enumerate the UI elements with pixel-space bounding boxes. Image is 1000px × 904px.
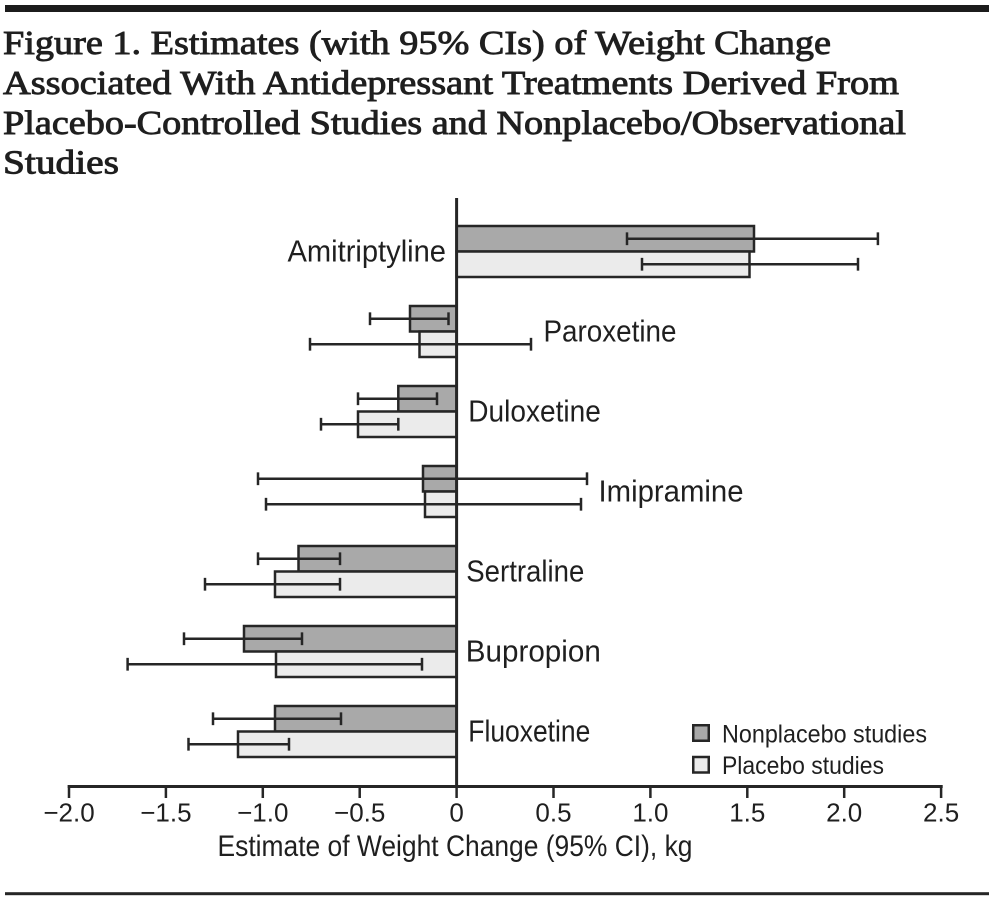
svg-text:−1.0: −1.0: [237, 798, 288, 828]
svg-text:1.0: 1.0: [632, 798, 668, 828]
svg-text:Duloxetine: Duloxetine: [468, 394, 601, 429]
svg-text:−1.5: −1.5: [140, 798, 191, 828]
svg-text:Fluoxetine: Fluoxetine: [468, 714, 590, 749]
svg-text:Estimate of Weight Change (95%: Estimate of Weight Change (95% CI), kg: [218, 830, 693, 863]
svg-text:2.0: 2.0: [826, 798, 862, 828]
svg-text:Placebo studies: Placebo studies: [722, 752, 884, 780]
svg-text:Imipramine: Imipramine: [599, 474, 744, 509]
svg-text:Figure 1. Estimates (with 95%: Figure 1. Estimates (with 95% CIs) of We…: [3, 25, 831, 62]
svg-text:Bupropion: Bupropion: [466, 634, 601, 669]
svg-text:0.5: 0.5: [535, 798, 571, 828]
svg-text:Sertraline: Sertraline: [466, 554, 584, 589]
svg-text:Paroxetine: Paroxetine: [544, 314, 677, 349]
svg-text:Placebo-Controlled Studies and: Placebo-Controlled Studies and Nonplaceb…: [3, 105, 906, 142]
svg-text:2.5: 2.5: [923, 798, 959, 828]
svg-text:Nonplacebo studies: Nonplacebo studies: [722, 720, 927, 748]
svg-text:Associated With Antidepressant: Associated With Antidepressant Treatment…: [3, 65, 899, 102]
svg-text:Studies: Studies: [3, 145, 119, 182]
svg-text:1.5: 1.5: [729, 798, 765, 828]
svg-text:−0.5: −0.5: [334, 798, 385, 828]
svg-text:−2.0: −2.0: [43, 798, 94, 828]
svg-text:0: 0: [449, 798, 463, 828]
svg-text:Amitriptyline: Amitriptyline: [288, 234, 447, 269]
